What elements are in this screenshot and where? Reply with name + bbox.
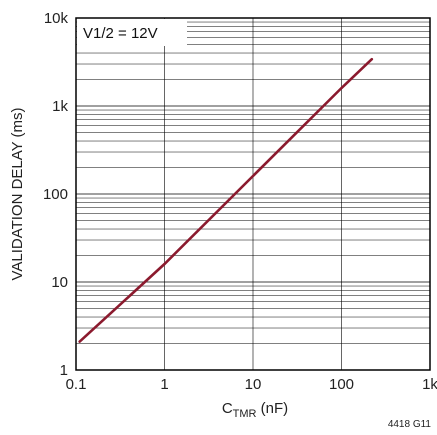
y-tick-label: 10 — [51, 274, 68, 291]
y-tick-label: 100 — [43, 186, 68, 203]
y-tick-label: 10k — [44, 10, 69, 27]
y-tick-label: 1k — [52, 98, 68, 115]
x-axis-title: CTMR (nF) — [222, 400, 288, 420]
y-tick-label: 1 — [60, 362, 68, 379]
annotation-label: V1/2 = 12V — [83, 25, 158, 42]
x-tick-label: 1 — [160, 376, 168, 393]
x-tick-label: 1k — [422, 376, 437, 393]
x-axis-title-subscript: TMR — [233, 408, 257, 420]
x-axis-title-unit: (nF) — [257, 400, 289, 417]
x-tick-label: 10 — [245, 376, 262, 393]
figure-code: 4418 G11 — [388, 419, 432, 430]
series-line — [78, 57, 374, 343]
series-layer — [78, 57, 374, 343]
y-axis-title: VALIDATION DELAY (ms) — [9, 107, 26, 280]
plot-frame — [75, 17, 431, 371]
grid-lines — [76, 18, 430, 370]
x-tick-label: 0.1 — [66, 376, 87, 393]
y-tick-labels: 1 10 100 1k 10k — [43, 10, 69, 379]
x-axis-title-main: C — [222, 400, 233, 417]
x-tick-labels: 0.1 1 10 100 1k — [66, 376, 437, 393]
x-tick-label: 100 — [329, 376, 354, 393]
annotation-box: V1/2 = 12V — [77, 19, 187, 46]
